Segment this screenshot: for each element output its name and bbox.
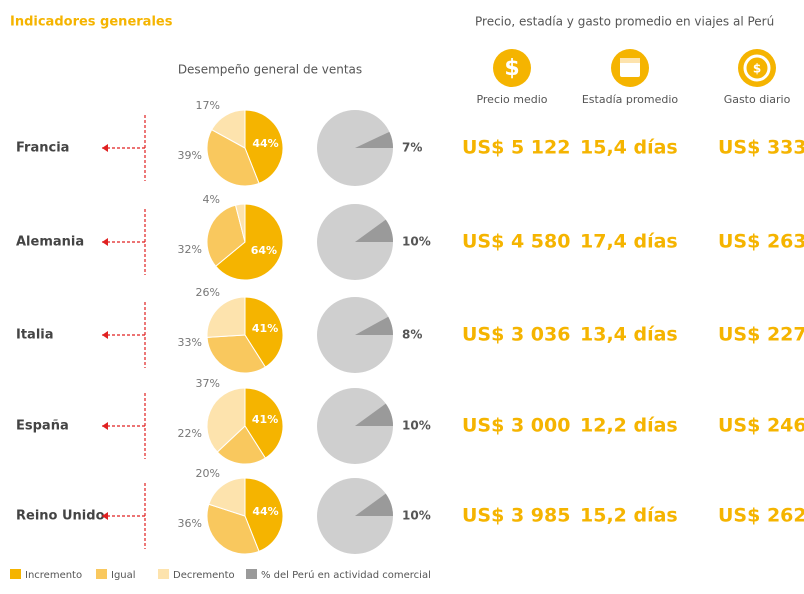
value-price: US$ 4 580: [462, 231, 570, 253]
pie-slice: [206, 334, 267, 374]
legend-label: % del Perú en actividad comercial: [261, 569, 431, 581]
slice-label: 33%: [178, 336, 202, 349]
value-stay: 13,4 días: [580, 324, 678, 346]
value-daily: US$ 246: [718, 415, 804, 437]
value-price: US$ 5 122: [462, 137, 570, 159]
value-daily: US$ 262: [718, 505, 804, 527]
value-stay: 15,2 días: [580, 505, 678, 527]
share-slice: [355, 316, 393, 335]
share-slice: [355, 131, 393, 148]
legend-swatch: [96, 569, 107, 579]
slice-label: 32%: [178, 243, 202, 256]
legend-label: Decremento: [173, 570, 235, 581]
value-daily: US$ 227: [718, 324, 804, 346]
slice-label: 44%: [252, 505, 278, 518]
share-label: 10%: [402, 509, 431, 523]
slice-label: 41%: [252, 322, 278, 335]
legend-swatch: [246, 569, 257, 579]
share-label: 10%: [402, 419, 431, 433]
arrow-head: [102, 422, 108, 430]
country: España: [16, 419, 69, 434]
column-label: Precio medio: [476, 93, 547, 106]
legend-swatch: [10, 569, 21, 579]
value-stay: 17,4 días: [580, 231, 678, 253]
share-slice: [355, 493, 393, 516]
column-label: Estadía promedio: [582, 93, 679, 106]
value-stay: 15,4 días: [580, 137, 678, 159]
slice-label: 44%: [252, 137, 278, 150]
pie-slice: [206, 129, 260, 187]
slice-label: 36%: [178, 517, 202, 530]
country: Italia: [16, 328, 54, 343]
sales-title: Desempeño general de ventas: [178, 63, 362, 77]
pie-slice: [244, 477, 284, 552]
value-daily: US$ 333: [718, 137, 804, 159]
pie-slice: [215, 203, 284, 281]
slice-label: 20%: [196, 467, 220, 480]
arrow-head: [102, 238, 108, 246]
arrow-head: [102, 144, 108, 152]
slice-label: 64%: [251, 244, 277, 257]
title: Indicadores generales: [10, 15, 173, 30]
value-price: US$ 3 036: [462, 324, 570, 346]
country: Alemania: [16, 235, 84, 250]
pie-slice: [206, 296, 246, 338]
share-label: 8%: [402, 328, 422, 342]
svg-text:$: $: [504, 56, 519, 81]
pie-slice: [234, 203, 246, 243]
slice-label: 41%: [252, 413, 278, 426]
column-label: Gasto diario: [724, 93, 791, 106]
subtitle: Precio, estadía y gasto promedio en viaj…: [475, 15, 774, 29]
value-price: US$ 3 000: [462, 415, 570, 437]
pie-slice: [206, 204, 246, 267]
svg-text:$: $: [753, 62, 761, 76]
slice-label: 37%: [196, 377, 220, 390]
pie-slice: [211, 109, 246, 149]
value-price: US$ 3 985: [462, 505, 570, 527]
arrow-head: [102, 331, 108, 339]
share-slice: [355, 403, 393, 426]
country: Reino Unido: [16, 509, 105, 524]
icons: $ $: [493, 49, 776, 87]
pie-slice: [244, 109, 284, 184]
pie-slice: [208, 477, 246, 517]
share-slice: [355, 219, 393, 242]
country: Francia: [16, 141, 69, 156]
share-label: 7%: [402, 141, 422, 155]
slice-label: 4%: [203, 193, 220, 206]
pie-slice: [206, 503, 260, 555]
slice-label: 22%: [178, 427, 202, 440]
legend-label: Incremento: [25, 570, 82, 581]
value-stay: 12,2 días: [580, 415, 678, 437]
slice-label: 17%: [196, 99, 220, 112]
slice-label: 39%: [178, 149, 202, 162]
arrow-head: [102, 512, 108, 520]
legend-swatch: [158, 569, 169, 579]
pie-slice: [216, 425, 267, 465]
share-label: 10%: [402, 235, 431, 249]
slice-label: 26%: [196, 286, 220, 299]
legend-label: Igual: [111, 570, 136, 581]
pie-slice: [206, 387, 246, 453]
value-daily: US$ 263: [718, 231, 804, 253]
